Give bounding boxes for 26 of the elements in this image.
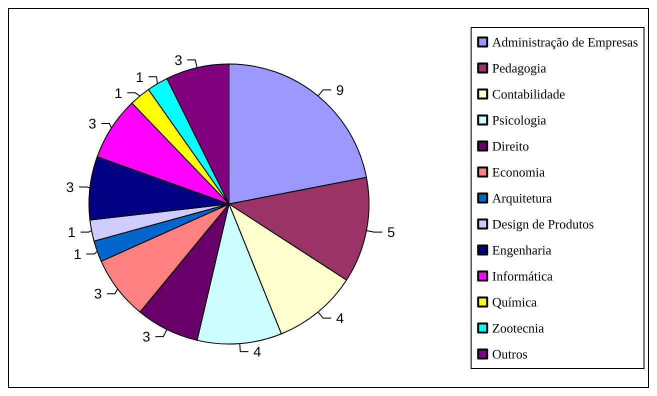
legend-label: Design de Produtos: [492, 216, 594, 232]
data-label: 4: [253, 344, 262, 360]
legend-label: Informática: [492, 268, 554, 284]
data-label: 1: [114, 84, 122, 101]
data-label: 1: [74, 246, 82, 262]
data-label: 3: [142, 328, 151, 345]
legend-label: Outros: [492, 346, 528, 362]
data-label: 1: [68, 224, 76, 240]
legend-label: Administração de Empresas: [492, 34, 638, 50]
data-label: 9: [336, 82, 344, 98]
legend-label: Arquitetura: [492, 190, 552, 206]
legend-label: Pedagogia: [492, 60, 547, 76]
data-label: 3: [66, 179, 74, 196]
data-label: 3: [94, 286, 102, 302]
legend-label: Química: [492, 294, 538, 310]
data-label: 5: [387, 224, 396, 240]
legend-label: Economia: [492, 164, 546, 180]
data-label: 4: [336, 310, 344, 326]
legend-label: Psicologia: [492, 112, 547, 128]
data-label: 3: [174, 52, 182, 68]
legend-label: Contabilidade: [492, 86, 566, 102]
legend-label: Engenharia: [492, 242, 552, 258]
legend-label: Direito: [492, 138, 529, 154]
data-label: 3: [88, 116, 97, 132]
legend-label: Zootecnia: [492, 320, 544, 336]
data-label: 1: [136, 68, 144, 85]
